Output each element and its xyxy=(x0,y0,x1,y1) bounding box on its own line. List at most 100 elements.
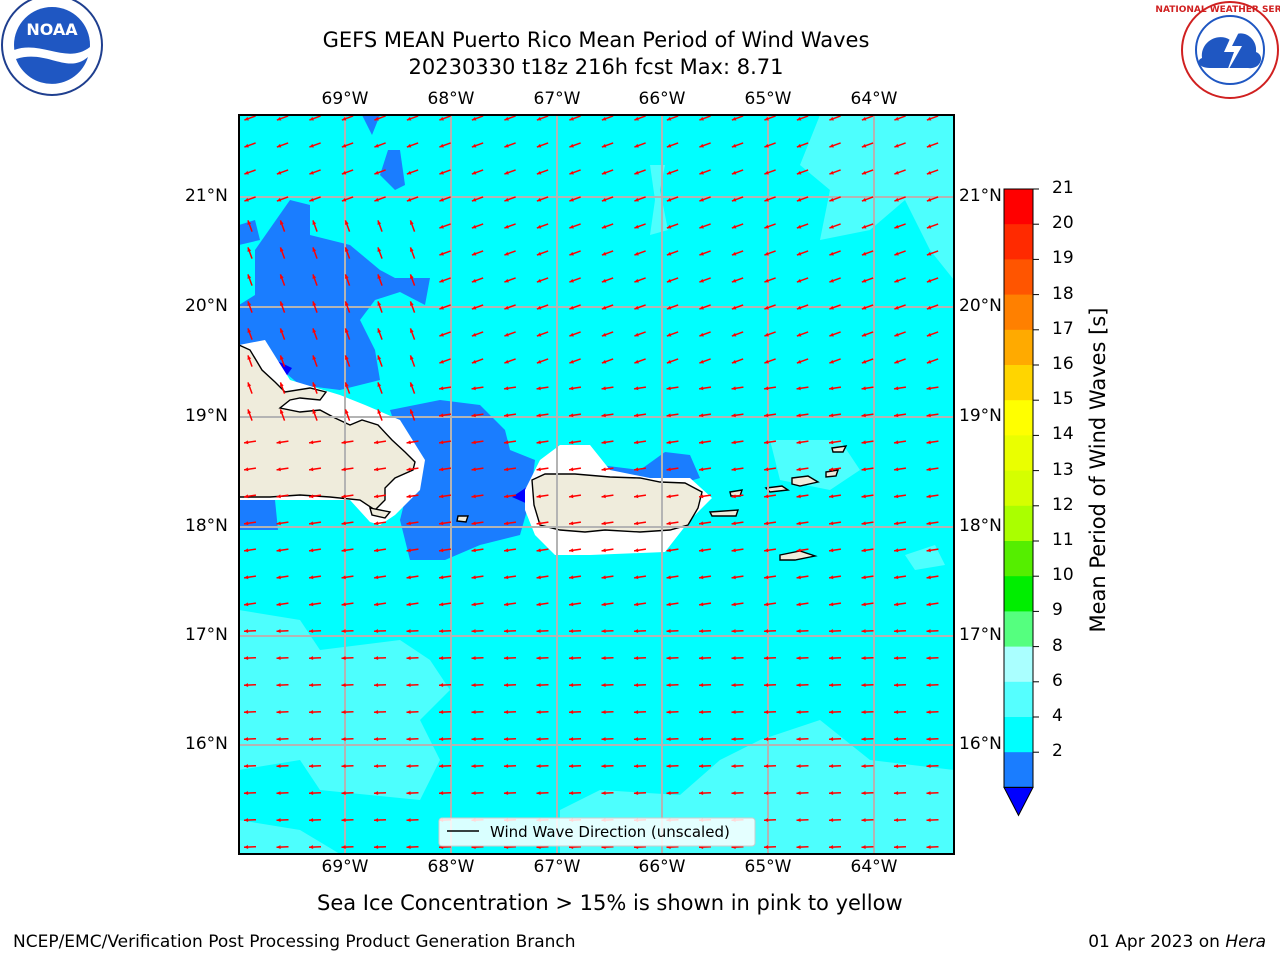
wave-arrow-head xyxy=(504,791,509,796)
wave-arrow-head xyxy=(406,170,412,175)
wave-arrow-head xyxy=(276,116,282,121)
wave-arrow-head xyxy=(279,274,284,279)
wave-arrow-head xyxy=(601,521,606,526)
wave-arrow-head xyxy=(439,197,444,202)
lon-label-bottom-69w: 69°W xyxy=(321,857,369,877)
colorbar xyxy=(1003,188,1039,817)
wave-arrow-head xyxy=(634,521,639,526)
wave-arrow-head xyxy=(374,629,379,634)
wave-arrow-head xyxy=(536,170,542,175)
wave-arrow-head xyxy=(796,764,801,769)
wave-arrow-head xyxy=(504,683,509,688)
wave-arrow-head xyxy=(666,143,672,148)
colorbar-tick-label: 13 xyxy=(1052,459,1074,480)
wave-arrow-head xyxy=(471,575,476,580)
wave-arrow-head xyxy=(374,521,379,526)
bvi-islet-shape xyxy=(831,445,848,453)
wave-arrow-head xyxy=(344,355,349,360)
wave-arrow-head xyxy=(244,521,249,526)
wave-arrow-head xyxy=(276,845,281,850)
lat-label-right-21n: 21°N xyxy=(959,186,1002,206)
wave-arrow-head xyxy=(764,683,769,688)
wave-arrow-head xyxy=(439,440,444,445)
wave-arrow-head xyxy=(244,737,249,742)
wave-arrow-head xyxy=(409,355,414,360)
wave-arrow-head xyxy=(344,274,349,279)
wave-arrow-head xyxy=(829,197,834,202)
wave-arrow-head xyxy=(276,440,281,445)
wave-arrow-head xyxy=(471,656,476,661)
wave-arrow-head xyxy=(244,170,249,175)
wave-arrow-head xyxy=(796,413,801,418)
wave-arrow-head xyxy=(796,494,801,499)
wave-arrow-head xyxy=(536,791,541,796)
wave-arrow-head xyxy=(536,575,541,580)
wave-arrow-head xyxy=(764,791,769,796)
wave-arrow-head xyxy=(341,656,346,661)
wave-arrow-head xyxy=(796,305,802,310)
wave-arrow-head xyxy=(471,116,477,121)
wave-arrow-head xyxy=(666,224,672,229)
wave-arrow-head xyxy=(247,247,252,252)
wave-arrow-head xyxy=(666,494,671,499)
wave-arrow-head xyxy=(601,764,606,769)
wave-arrow-head xyxy=(764,386,769,391)
wave-arrow-head xyxy=(634,386,639,391)
wave-arrow-head xyxy=(374,602,379,607)
wave-arrow-head xyxy=(861,116,867,121)
wave-arrow-head xyxy=(309,143,314,148)
wave-arrow-head xyxy=(861,818,866,823)
wave-arrow-head xyxy=(374,440,379,445)
wave-arrow-head xyxy=(471,143,477,148)
wave-arrow-head xyxy=(341,683,346,688)
wave-arrow-head xyxy=(471,629,476,634)
wave-arrow-head xyxy=(439,170,444,175)
wave-arrow-head xyxy=(374,143,379,148)
wave-arrow-head xyxy=(796,467,801,472)
wave-arrow-head xyxy=(374,791,379,796)
wave-arrow-head xyxy=(829,845,834,850)
wave-arrow-head xyxy=(341,791,346,796)
wave-arrow-head xyxy=(699,629,704,634)
wave-arrow-head xyxy=(894,683,899,688)
wave-arrow-head xyxy=(796,332,802,337)
wave-arrow-head xyxy=(406,440,411,445)
wave-arrow-head xyxy=(536,359,542,364)
wave-arrow-head xyxy=(312,382,317,387)
wave-arrow-head xyxy=(926,575,931,580)
wave-arrow-head xyxy=(344,328,349,333)
wave-arrow-head xyxy=(731,764,736,769)
wave-arrow-head xyxy=(439,494,444,499)
wave-arrow-head xyxy=(406,197,412,202)
wave-arrow-head xyxy=(861,629,866,634)
wave-arrow-head xyxy=(699,764,704,769)
wave-arrow-head xyxy=(536,197,542,202)
wave-arrow-head xyxy=(666,251,672,256)
wave-arrow-head xyxy=(569,224,574,229)
wave-arrow-head xyxy=(504,710,509,715)
wave-arrow-head xyxy=(569,251,574,256)
wave-arrow-head xyxy=(894,332,899,337)
wave-arrow-head xyxy=(796,683,801,688)
wave-arrow-head xyxy=(279,247,284,252)
wave-arrow-head xyxy=(894,629,899,634)
wave-arrow-head xyxy=(309,467,314,472)
wave-arrow-head xyxy=(471,251,477,256)
wave-arrow-head xyxy=(341,467,346,472)
wave-arrow-head xyxy=(309,494,314,499)
lon-label-top-64w: 64°W xyxy=(850,89,898,109)
wave-arrow-head xyxy=(406,710,411,715)
colorbar-tick-label: 9 xyxy=(1052,600,1063,621)
wave-arrow-head xyxy=(341,440,346,445)
wave-arrow-head xyxy=(699,791,704,796)
wave-arrow-head xyxy=(796,791,801,796)
wave-arrow-head xyxy=(569,629,574,634)
wave-arrow-head xyxy=(764,251,769,256)
wave-arrow-head xyxy=(894,413,899,418)
wave-arrow-head xyxy=(406,791,411,796)
wave-arrow-head xyxy=(699,575,704,580)
wave-arrow-head xyxy=(926,359,932,364)
wave-arrow-head xyxy=(666,116,672,121)
wave-arrow-head xyxy=(312,301,317,306)
wave-arrow-head xyxy=(569,197,574,202)
